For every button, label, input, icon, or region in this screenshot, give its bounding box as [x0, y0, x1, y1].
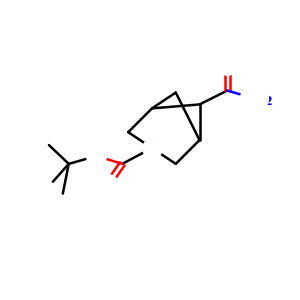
Text: 2: 2: [263, 95, 272, 108]
Text: NH: NH: [240, 89, 268, 107]
Text: O: O: [101, 175, 116, 193]
Text: O: O: [220, 56, 234, 74]
Text: O: O: [89, 147, 103, 165]
Text: N: N: [145, 139, 159, 157]
